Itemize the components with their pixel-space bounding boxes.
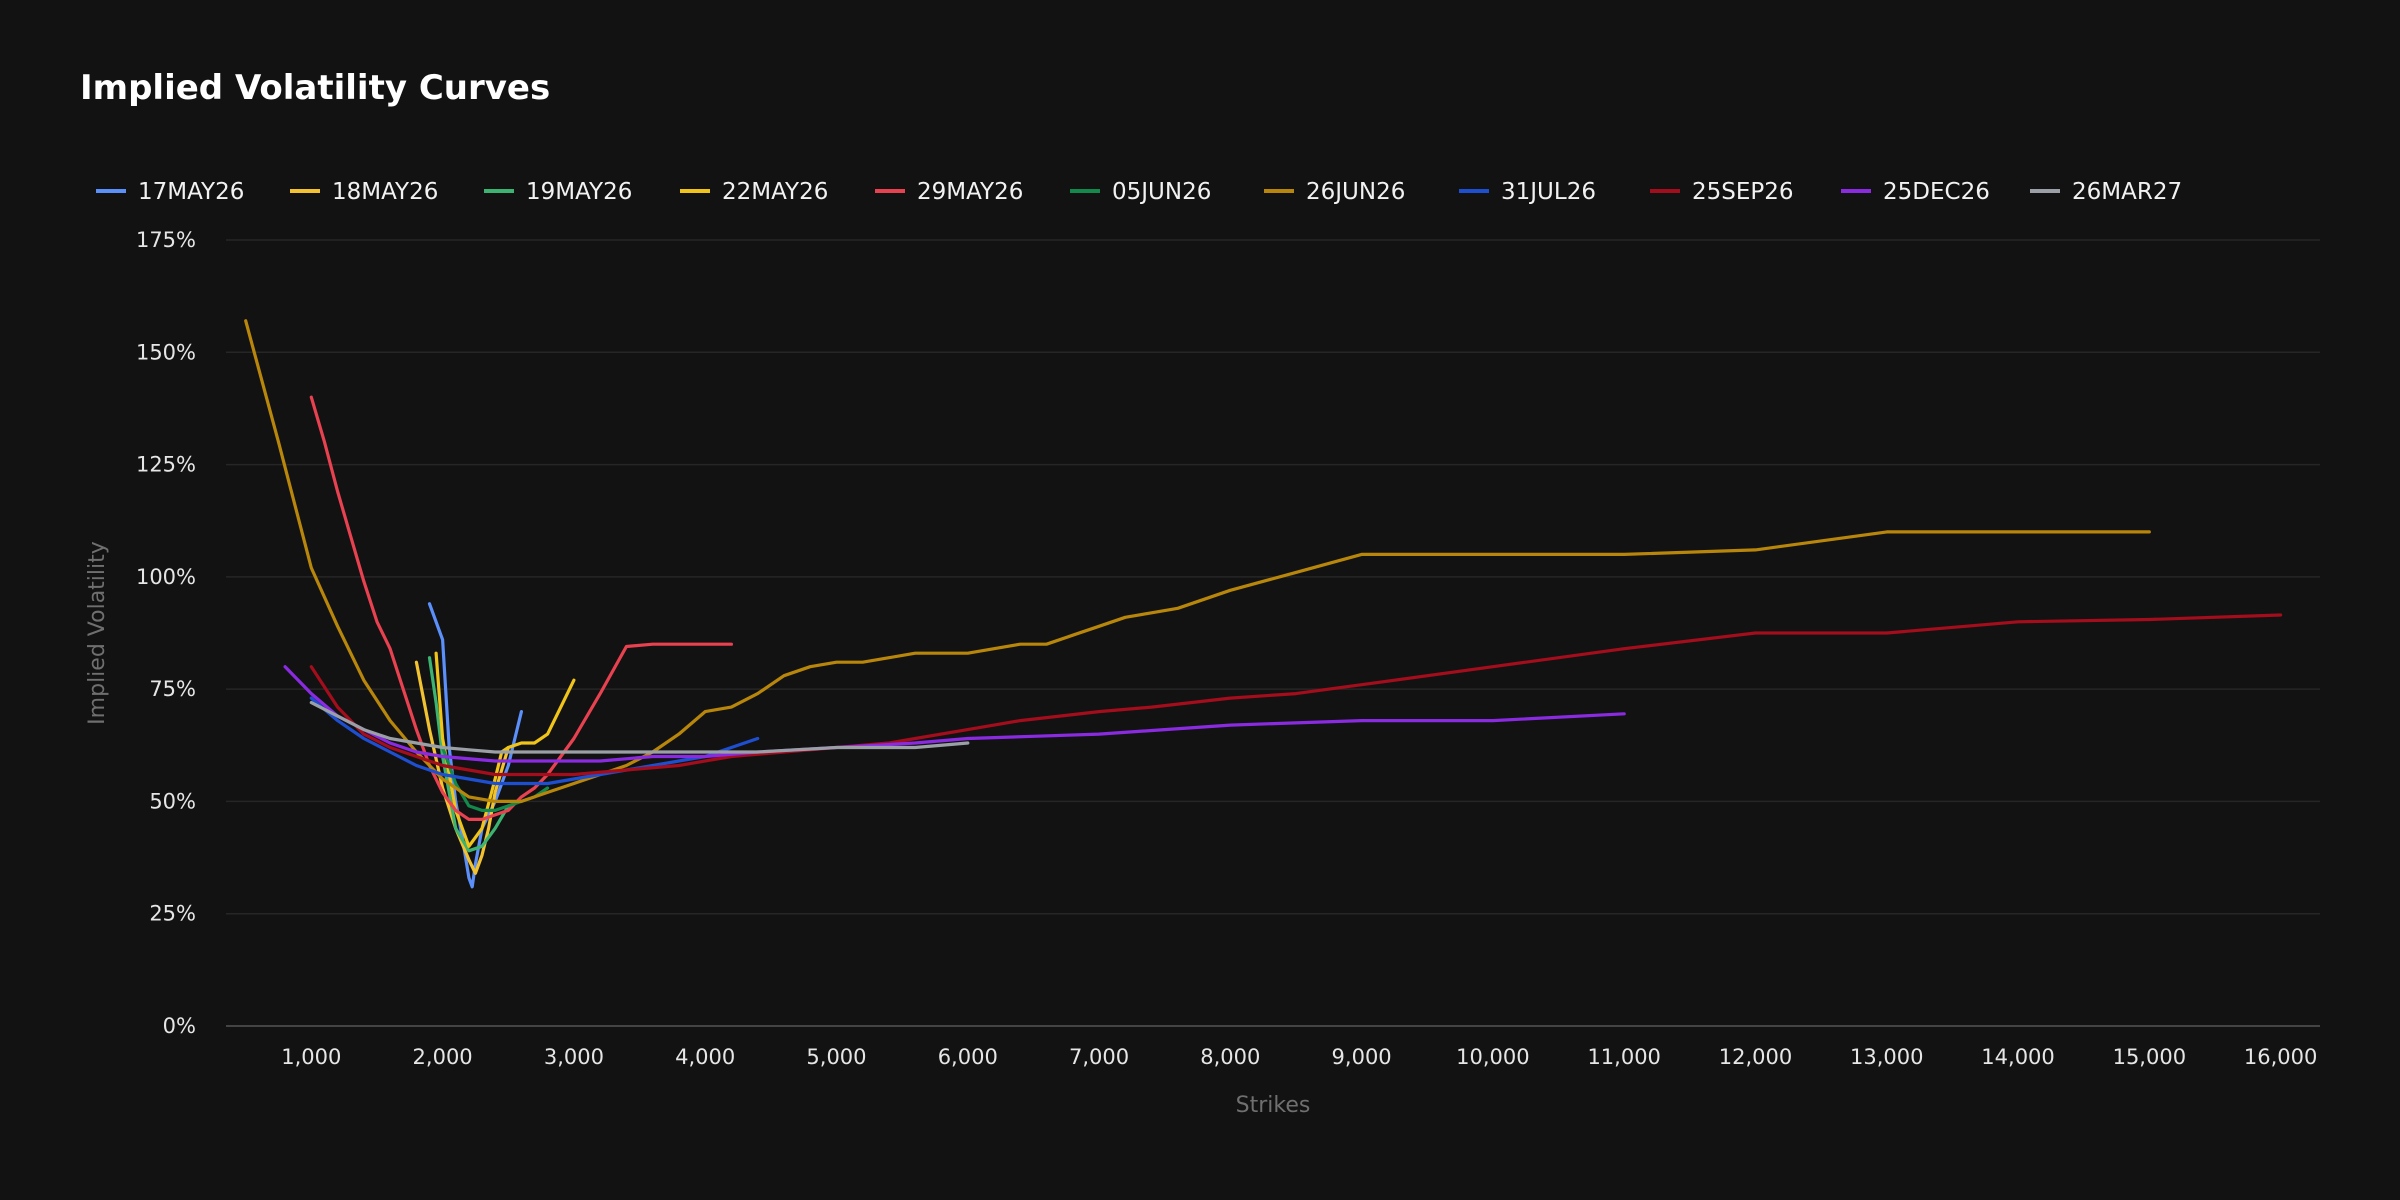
y-tick-label: 150% bbox=[136, 340, 196, 364]
legend-item-29may26[interactable]: 29MAY26 bbox=[875, 179, 1023, 205]
legend-item-22may26[interactable]: 22MAY26 bbox=[680, 179, 828, 205]
y-tick-label: 175% bbox=[136, 228, 196, 252]
y-tick-label: 25% bbox=[149, 902, 196, 926]
legend-label: 31JUL26 bbox=[1501, 179, 1596, 205]
x-tick-label: 5,000 bbox=[806, 1045, 866, 1069]
x-tick-label: 11,000 bbox=[1587, 1045, 1660, 1069]
legend-label: 19MAY26 bbox=[526, 179, 632, 205]
series-line-31jul26 bbox=[309, 696, 760, 786]
series-line-17may26 bbox=[427, 602, 524, 889]
x-tick-label: 6,000 bbox=[938, 1045, 998, 1069]
legend-label: 25SEP26 bbox=[1692, 179, 1794, 205]
chart-title: Implied Volatility Curves bbox=[80, 68, 551, 108]
x-axis-title: Strikes bbox=[1236, 1093, 1311, 1118]
legend-label: 29MAY26 bbox=[917, 179, 1023, 205]
x-tick-label: 7,000 bbox=[1069, 1045, 1129, 1069]
x-tick-label: 12,000 bbox=[1719, 1045, 1792, 1069]
legend-item-05jun26[interactable]: 05JUN26 bbox=[1070, 179, 1211, 205]
axes: 0% 25% 50% 75% 100% 125% 150% 175% 1,000 2,000 3,0… bbox=[136, 228, 2320, 1069]
legend-item-17may26[interactable]: 17MAY26 bbox=[96, 179, 244, 205]
x-tick-label: 10,000 bbox=[1456, 1045, 1529, 1069]
x-tick-label: 1,000 bbox=[281, 1045, 341, 1069]
x-tick-label: 9,000 bbox=[1332, 1045, 1392, 1069]
y-tick-label: 75% bbox=[149, 677, 196, 701]
x-tick-label: 13,000 bbox=[1850, 1045, 1923, 1069]
y-tick-label: 0% bbox=[163, 1014, 196, 1038]
x-tick-label: 8,000 bbox=[1200, 1045, 1260, 1069]
series-line-26mar27 bbox=[309, 700, 970, 754]
x-tick-label: 3,000 bbox=[544, 1045, 604, 1069]
series-line-19may26 bbox=[427, 656, 510, 853]
y-axis-title: Implied Volatility bbox=[85, 541, 110, 725]
legend-label: 26MAR27 bbox=[2072, 179, 2182, 205]
legend-label: 18MAY26 bbox=[332, 179, 438, 205]
legend: 17MAY26 18MAY26 19MAY26 22MAY26 29MAY26 05JUN… bbox=[96, 179, 2182, 205]
legend-label: 22MAY26 bbox=[722, 179, 828, 205]
series-line-26jun26 bbox=[244, 319, 2151, 804]
x-tick-label: 2,000 bbox=[413, 1045, 473, 1069]
series-lines bbox=[244, 319, 2283, 889]
legend-item-25dec26[interactable]: 25DEC26 bbox=[1841, 179, 1990, 205]
y-tick-label: 50% bbox=[149, 789, 196, 813]
legend-item-19may26[interactable]: 19MAY26 bbox=[484, 179, 632, 205]
y-tick-label: 125% bbox=[136, 453, 196, 477]
legend-label: 17MAY26 bbox=[138, 179, 244, 205]
legend-item-18may26[interactable]: 18MAY26 bbox=[290, 179, 438, 205]
legend-label: 26JUN26 bbox=[1306, 179, 1405, 205]
legend-item-26jun26[interactable]: 26JUN26 bbox=[1264, 179, 1405, 205]
x-tick-label: 16,000 bbox=[2244, 1045, 2317, 1069]
x-tick-label: 4,000 bbox=[675, 1045, 735, 1069]
y-tick-label: 100% bbox=[136, 565, 196, 589]
legend-label: 05JUN26 bbox=[1112, 179, 1211, 205]
x-tick-label: 15,000 bbox=[2113, 1045, 2186, 1069]
legend-item-31jul26[interactable]: 31JUL26 bbox=[1459, 179, 1596, 205]
legend-label: 25DEC26 bbox=[1883, 179, 1990, 205]
grid bbox=[226, 239, 2320, 1027]
series-line-29may26 bbox=[309, 395, 734, 822]
legend-item-25sep26[interactable]: 25SEP26 bbox=[1650, 179, 1794, 205]
legend-item-26mar27[interactable]: 26MAR27 bbox=[2030, 179, 2182, 205]
x-tick-label: 14,000 bbox=[1981, 1045, 2054, 1069]
series-line-25dec26 bbox=[283, 665, 1626, 763]
